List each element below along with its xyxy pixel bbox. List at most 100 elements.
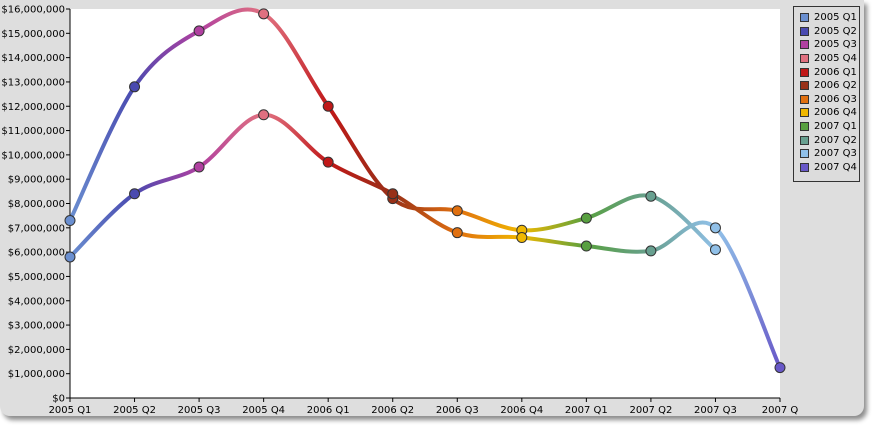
legend-swatch [800,135,809,145]
series-1-segment [519,216,589,233]
series-2-point [258,109,270,121]
x-tick-label: 2006 Q4 [500,405,543,416]
series-2-segment [584,244,653,254]
x-tick-label: 2005 Q4 [242,405,285,416]
y-tick-label: $13,000,000 [1,77,65,88]
x-tick-label: 2007 Q1 [565,405,608,416]
legend-label: 2006 Q2 [814,80,857,92]
legend-label: 2006 Q1 [814,66,857,78]
y-tick-label: $3,000,000 [8,321,65,332]
series-2-point [451,227,463,239]
x-tick-label: 2007 Q3 [694,405,737,416]
legend-swatch [800,54,809,64]
legend-label: 2007 Q1 [814,121,857,133]
series-1-segment [197,7,266,33]
series-1-point [129,81,141,93]
series-1-segment [261,11,331,109]
y-tick-label: $2,000,000 [8,345,65,356]
chart-frame: $0 $1,000,000 $2,000,000 $3,000,000 $4,000,0… [0,0,864,416]
legend-item: 2007 Q4 [800,161,859,175]
y-tick-label: $8,000,000 [8,199,65,210]
legend-swatch [800,94,809,104]
legend-label: 2005 Q1 [814,12,857,24]
legend-label: 2005 Q3 [814,39,857,51]
legend-swatch [800,26,809,36]
series-points [64,8,786,374]
series-2-segment [261,112,331,165]
series-2-point [193,161,205,173]
series-2-point [774,362,786,374]
y-tick-label: $6,000,000 [8,248,65,259]
legend-swatch [800,81,809,91]
legend-item: 2006 Q2 [800,79,859,93]
series-1-segment [132,28,202,89]
legend-swatch [800,162,809,172]
series-2-point [322,156,334,168]
x-tick-label: 2007 Q2 [629,405,672,416]
y-axis: $0 $1,000,000 $2,000,000 $3,000,000 $4,000,0… [1,5,71,405]
series-1-segment [455,208,524,233]
series-1-segment [584,193,653,221]
legend-label: 2007 Q2 [814,134,857,146]
series-2-segment [326,160,395,196]
series-2-segment [519,235,589,249]
legend-label: 2006 Q3 [814,93,857,105]
legend-swatch [800,108,809,118]
legend-item: 2005 Q2 [800,25,859,39]
line-chart: $0 $1,000,000 $2,000,000 $3,000,000 $4,000,0… [1,5,799,417]
series-2-point [387,188,399,200]
legend-swatch [800,149,809,159]
x-tick-label: 2006 Q1 [307,405,350,416]
legend-item: 2005 Q3 [800,38,859,52]
series-1-point [64,215,76,227]
legend-item: 2007 Q2 [800,133,859,147]
legend-swatch [800,67,809,77]
series-2-segment [648,220,718,253]
series-2-segment [197,112,266,170]
series-1-point [322,100,334,112]
series-2-point [129,188,141,200]
legend-label: 2007 Q4 [814,161,857,173]
y-tick-label: $16,000,000 [1,5,65,16]
x-tick-label: 2005 Q1 [49,405,92,416]
series-1-point [258,8,270,20]
x-tick-label: 2005 Q2 [113,405,156,416]
plot-area [70,9,780,398]
legend-item: 2006 Q3 [800,93,859,107]
legend-label: 2007 Q3 [814,148,857,160]
y-tick-label: $14,000,000 [1,53,65,64]
legend-item: 2006 Q1 [800,65,859,79]
series-2-segment [455,230,524,240]
legend-item: 2007 Q3 [800,147,859,161]
y-tick-label: $9,000,000 [8,175,65,186]
y-tick-label: $7,000,000 [8,223,65,234]
legend: 2005 Q1 2005 Q2 2005 Q3 2005 Q4 2006 Q1 2006 … [793,6,860,182]
y-tick-label: $11,000,000 [1,126,65,137]
legend-item: 2005 Q1 [800,11,859,25]
y-tick-label: $10,000,000 [1,150,65,161]
legend-label: 2005 Q2 [814,25,857,37]
legend-label: 2006 Q4 [814,107,857,119]
y-tick-label: $0 [52,394,65,405]
series-2-point [645,245,657,257]
series-1-segment [68,84,137,223]
series-2-point [580,240,592,252]
y-tick-label: $4,000,000 [8,296,65,307]
series-2-segment [713,225,782,370]
series-1-point [580,212,592,224]
series-1-point [451,205,463,217]
y-tick-label: $15,000,000 [1,29,65,40]
series-2-segment [132,165,202,196]
series-2-point [516,232,528,244]
series-1-point [193,25,205,37]
x-tick-label: 2007 Q [762,405,799,416]
legend-item: 2007 Q1 [800,120,859,134]
legend-label: 2005 Q4 [814,53,857,65]
legend-item: 2006 Q4 [800,106,859,120]
x-tick-label: 2006 Q3 [436,405,479,416]
legend-swatch [800,122,809,132]
series-2-segment [390,191,460,235]
series-1-segment [390,196,460,213]
legend-item: 2005 Q4 [800,52,859,66]
legend-swatch [800,40,809,50]
